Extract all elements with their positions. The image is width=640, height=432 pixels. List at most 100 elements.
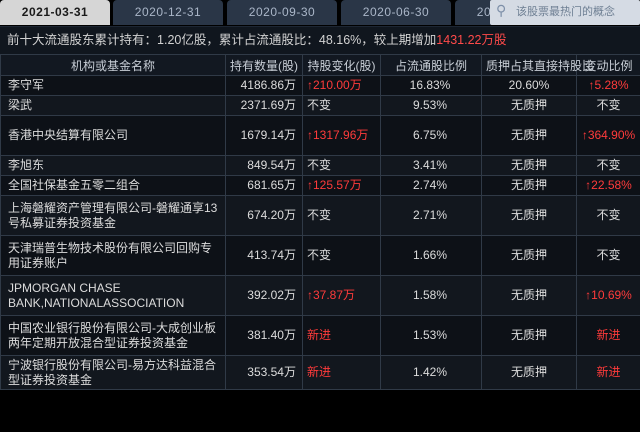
cell-float-ratio: 3.41% <box>380 155 482 176</box>
header-amount: 持有数量(股) <box>225 54 303 76</box>
tab-2020-09-30[interactable]: 2020-09-30 <box>227 0 337 25</box>
search-icon: ⚲ <box>496 2 507 18</box>
cell-pledge: 20.60% <box>481 75 577 96</box>
table-row[interactable]: 梁武 2371.69万 不变 9.53% 无质押 不变 <box>0 95 640 116</box>
table-row[interactable]: 全国社保基金五零二组合 681.65万 ↑125.57万 2.74% 无质押 ↑22.58… <box>0 175 640 196</box>
cell-amount: 4186.86万 <box>225 75 303 96</box>
header-pledge: 质押占其直接持股比 <box>481 54 594 76</box>
cell-amount-text: 381.40万 <box>247 328 296 342</box>
table-row[interactable]: 宁波银行股份有限公司-易方达科益混合型证券投资基金 353.54万 新进 1.42% 无… <box>0 355 640 390</box>
cell-holder-name: JPMORGAN CHASE BANK,NATIONALASSOCIATION <box>0 275 226 316</box>
summary-ratio: 48.16% <box>318 33 362 47</box>
cell-amount-text: 4186.86万 <box>240 78 296 92</box>
cell-pledge-text: 无质押 <box>510 178 547 192</box>
table-row[interactable]: 天津瑞普生物技术股份有限公司回购专用证券账户 413.74万 不变 1.66% 无质押不… <box>0 235 640 276</box>
cell-change-text: 不变 <box>307 158 332 172</box>
header-ratio: 占流通股比例 <box>380 54 482 76</box>
header-change: 持股变化(股) <box>302 54 381 76</box>
table-row[interactable]: JPMORGAN CHASE BANK,NATIONALASSOCIATION 3… <box>0 275 640 316</box>
cell-amount-text: 413.74万 <box>247 248 296 262</box>
cell-amount: 674.20万 <box>225 195 303 236</box>
cell-change-pct-text: 新进 <box>596 365 621 379</box>
tab-2020-06-30[interactable]: 2020-06-30 <box>341 0 451 25</box>
cell-change-pct: 不变 <box>576 235 640 276</box>
cell-float-ratio-text: 3.41% <box>412 158 448 172</box>
cell-change-text: 不变 <box>307 98 332 112</box>
shareholder-table: 机构或基金名称 持有数量(股) 持股变化(股) 占流通股比例 质押占其直接持股比… <box>0 54 640 390</box>
cell-holder-name: 中国农业银行股份有限公司-大成创业板两年定期开放混合型证券投资基金 <box>0 315 226 356</box>
up-arrow-icon: ↑ <box>588 78 595 92</box>
cell-pledge: 无质押 <box>481 95 577 116</box>
cell-change-text: 不变 <box>307 248 332 262</box>
cell-pledge-text: 无质押 <box>510 328 547 342</box>
cell-holder-name: 上海磐耀资产管理有限公司-磐耀通享13号私募证券投资基金 <box>0 195 226 236</box>
cell-amount-text: 849.54万 <box>247 158 296 172</box>
cell-float-ratio: 1.66% <box>380 235 482 276</box>
search-placeholder: 该股票最热门的概念 <box>516 6 615 18</box>
cell-float-ratio: 1.58% <box>380 275 482 316</box>
cell-holder-name-text: 李守军 <box>8 78 45 92</box>
cell-change: 不变 <box>302 235 381 276</box>
cell-change-text: 1317.96万 <box>313 128 369 142</box>
table-row[interactable]: 中国农业银行股份有限公司-大成创业板两年定期开放混合型证券投资基金 381.40万… <box>0 315 640 356</box>
cell-amount: 1679.14万 <box>225 115 303 156</box>
cell-holder-name: 全国社保基金五零二组合 <box>0 175 226 196</box>
table-row[interactable]: 李守军 4186.86万 ↑210.00万 16.83% 20.60% ↑5.28% <box>0 75 640 96</box>
up-arrow-icon: ↑ <box>307 288 313 302</box>
table-header: 机构或基金名称 持有数量(股) 持股变化(股) 占流通股比例 质押占其直接持股比… <box>0 54 640 76</box>
cell-holder-name-text: 天津瑞普生物技术股份有限公司回购专用证券账户 <box>8 240 213 270</box>
cell-amount: 2371.69万 <box>225 95 303 116</box>
cell-change-text: 37.87万 <box>313 288 356 302</box>
cell-change-pct: ↑10.69% <box>576 275 640 316</box>
cell-holder-name-text: 梁武 <box>8 98 33 112</box>
cell-change: ↑1317.96万 <box>302 115 381 156</box>
tab-2020-12-31[interactable]: 2020-12-31 <box>113 0 223 25</box>
cell-change-pct-text: 10.69% <box>591 288 632 302</box>
summary-prefix: 前十大流通股东累计持有： <box>7 33 158 47</box>
cell-amount-text: 681.65万 <box>247 178 296 192</box>
cell-amount: 392.02万 <box>225 275 303 316</box>
cell-change-pct-text: 不变 <box>596 208 621 222</box>
cell-float-ratio-text: 1.66% <box>412 248 448 262</box>
cell-holder-name-text: 中国农业银行股份有限公司-大成创业板两年定期开放混合型证券投资基金 <box>8 320 216 350</box>
cell-holder-name-text: 全国社保基金五零二组合 <box>8 178 141 192</box>
cell-change-pct: 不变 <box>576 95 640 116</box>
cell-holder-name: 天津瑞普生物技术股份有限公司回购专用证券账户 <box>0 235 226 276</box>
cell-change: 新进 <box>302 315 381 356</box>
cell-change-text: 新进 <box>307 365 332 379</box>
cell-holder-name-text: 李旭东 <box>8 158 45 172</box>
cell-float-ratio: 9.53% <box>380 95 482 116</box>
cell-holder-name: 李旭东 <box>0 155 226 176</box>
table-row[interactable]: 李旭东 849.54万 不变 3.41% 无质押 不变 <box>0 155 640 176</box>
cell-change-pct: ↑22.58% <box>576 175 640 196</box>
up-arrow-icon: ↑ <box>307 178 313 192</box>
cell-change-pct: ↑364.90% <box>576 115 640 156</box>
cell-change-pct: 不变 <box>576 155 640 176</box>
cell-change: 不变 <box>302 155 381 176</box>
cell-amount: 849.54万 <box>225 155 303 176</box>
cell-change-text: 210.00万 <box>313 78 362 92</box>
cell-float-ratio-text: 1.42% <box>412 365 448 379</box>
up-arrow-icon: ↑ <box>307 78 313 92</box>
cell-float-ratio-text: 1.58% <box>412 288 448 302</box>
cell-pledge: 无质押 <box>481 315 577 356</box>
cell-holder-name-text: JPMORGAN CHASE BANK,NATIONALASSOCIATION <box>8 280 185 310</box>
cell-float-ratio-text: 1.53% <box>412 328 448 342</box>
cell-pledge: 无质押 <box>481 195 577 236</box>
cell-pledge-text: 无质押 <box>510 288 547 302</box>
cell-change: ↑125.57万 <box>302 175 381 196</box>
search-input[interactable]: ⚲ 该股票最热门的概念 <box>490 0 640 25</box>
holdings-summary: 前十大流通股东累计持有：1.20亿股，累计占流通股比：48.16%，较上期增加1… <box>0 26 640 54</box>
cell-change: ↑37.87万 <box>302 275 381 316</box>
table-row[interactable]: 香港中央结算有限公司 1679.14万 ↑1317.96万 6.75% 无质押 ↑364.… <box>0 115 640 156</box>
cell-change-pct-text: 22.58% <box>591 178 632 192</box>
tab-2021-03-31[interactable]: 2021-03-31 <box>0 0 110 25</box>
cell-change: ↑210.00万 <box>302 75 381 96</box>
table-row[interactable]: 上海磐耀资产管理有限公司-磐耀通享13号私募证券投资基金 674.20万 不变 2.7… <box>0 195 640 236</box>
cell-amount-text: 2371.69万 <box>240 98 296 112</box>
cell-pledge-text: 20.60% <box>508 78 550 92</box>
cell-pledge-text: 无质押 <box>510 128 547 142</box>
cell-change-pct: ↑5.28% <box>576 75 640 96</box>
cell-pledge: 无质押 <box>481 355 577 390</box>
cell-float-ratio: 1.53% <box>380 315 482 356</box>
